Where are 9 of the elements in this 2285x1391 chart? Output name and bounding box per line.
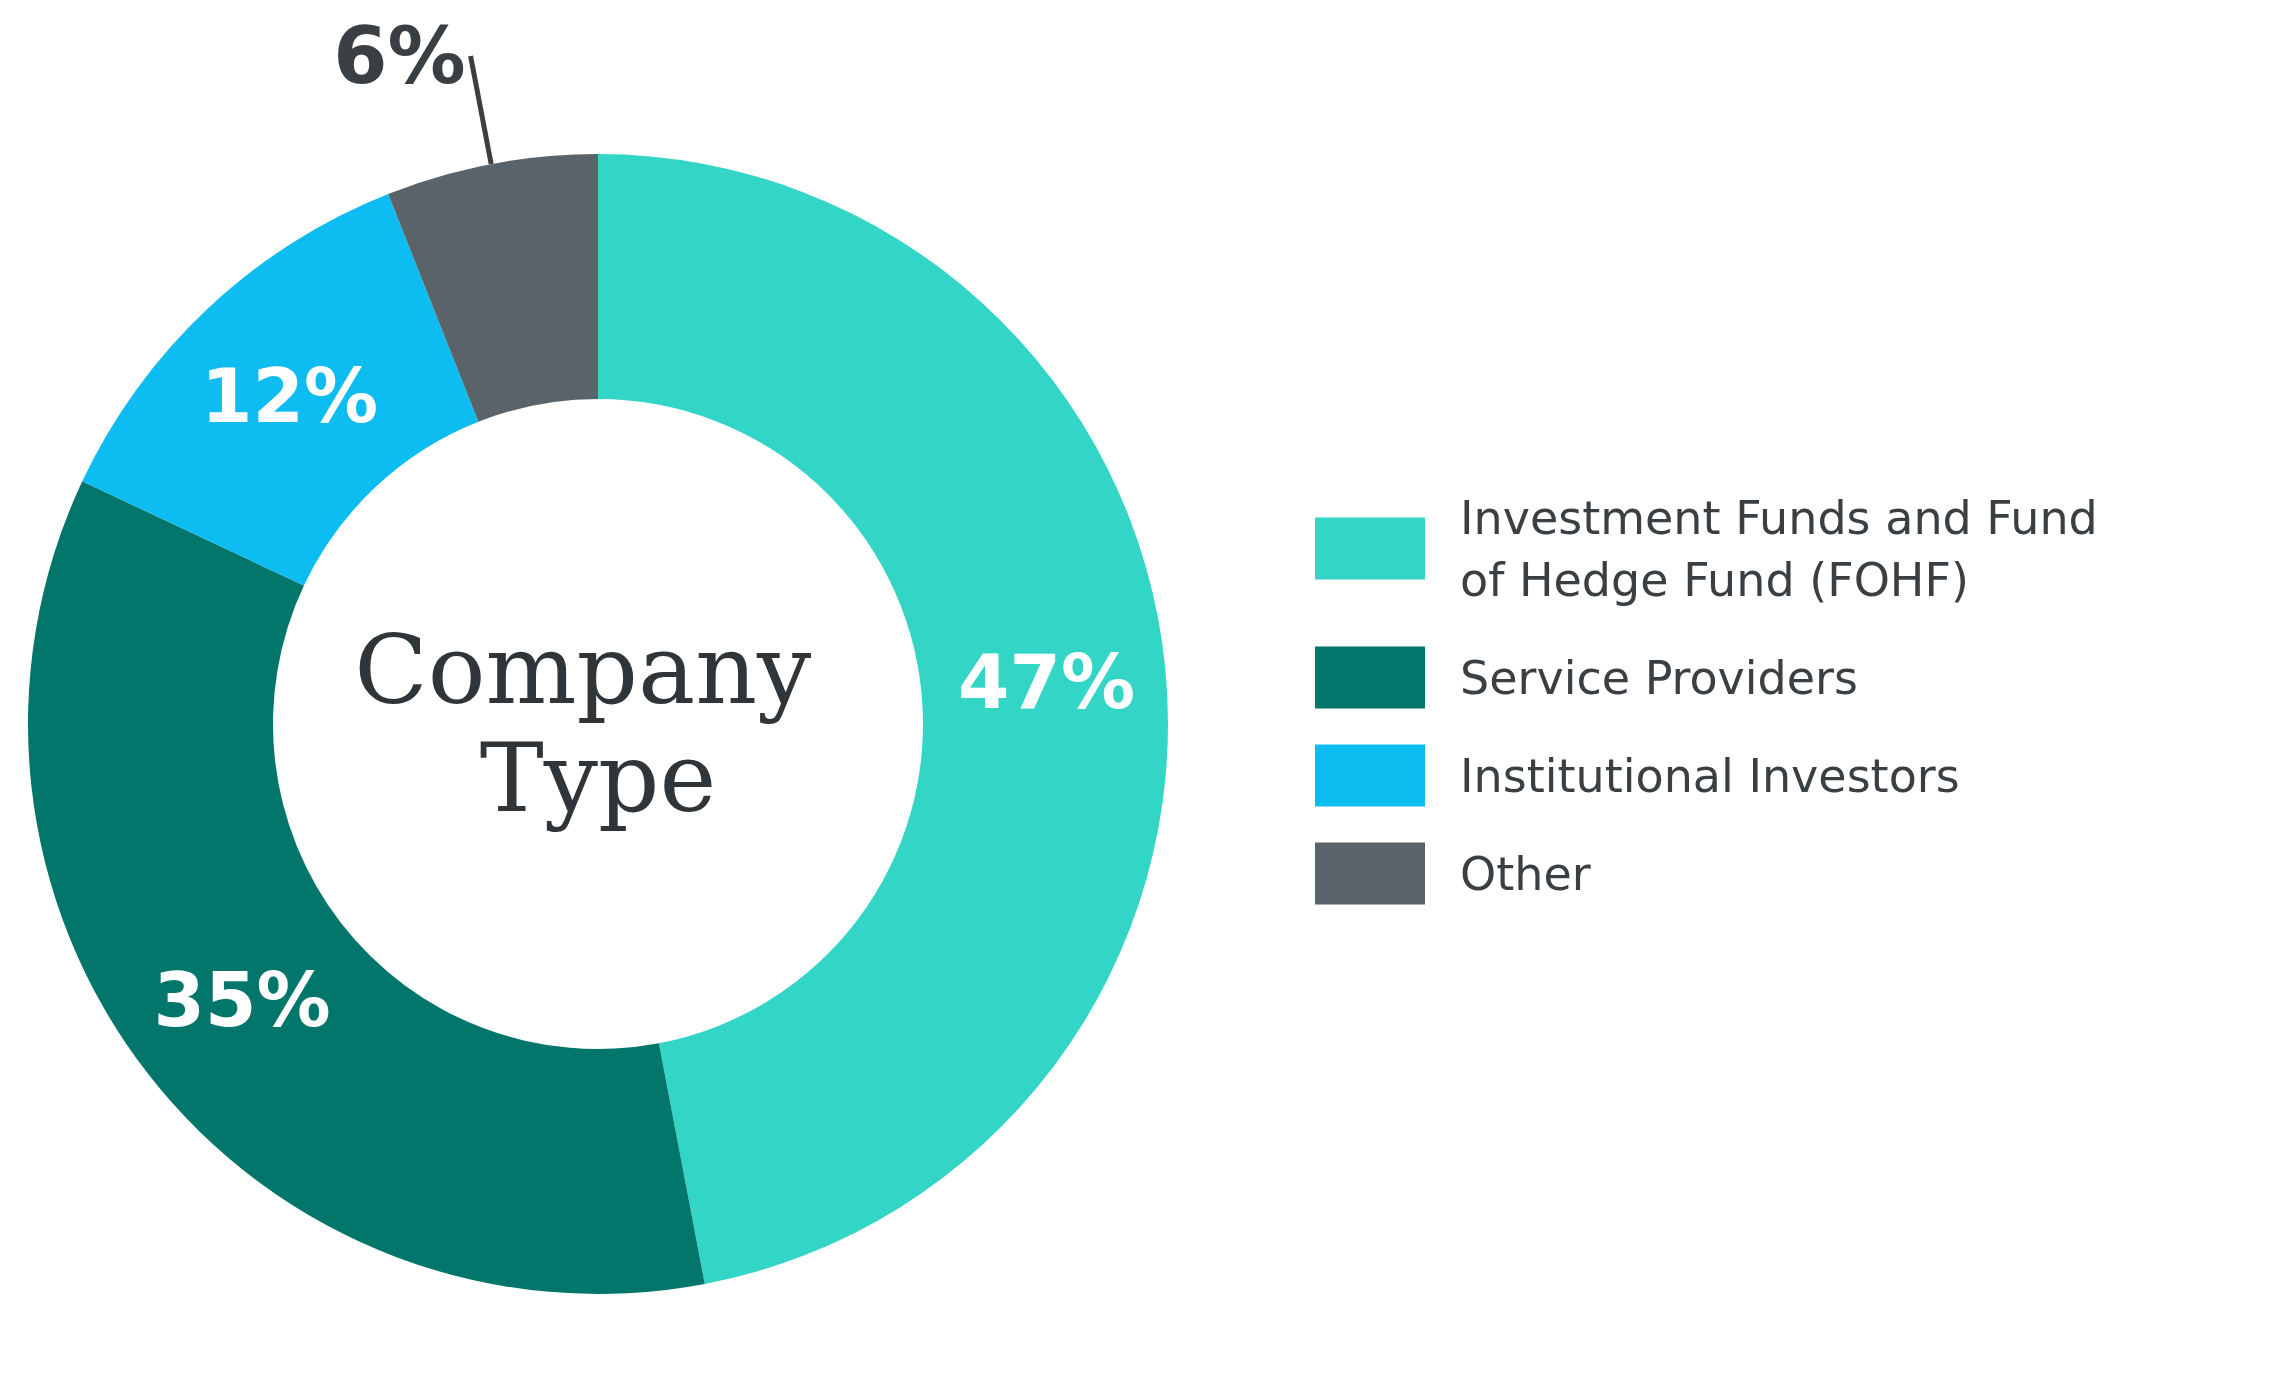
legend-label: Investment Funds and Fund of Hedge Fund (FOHF)	[1460, 490, 2113, 607]
data-label: 6%	[333, 11, 466, 102]
data-label: 12%	[201, 352, 379, 439]
legend-label: Other	[1460, 846, 1591, 901]
data-label: 35%	[153, 957, 331, 1044]
legend-label: Service Providers	[1460, 650, 1858, 705]
data-label: 47%	[957, 638, 1136, 725]
text: Company Type	[354, 614, 842, 834]
legend-label: Institutional Investors	[1460, 748, 1960, 803]
